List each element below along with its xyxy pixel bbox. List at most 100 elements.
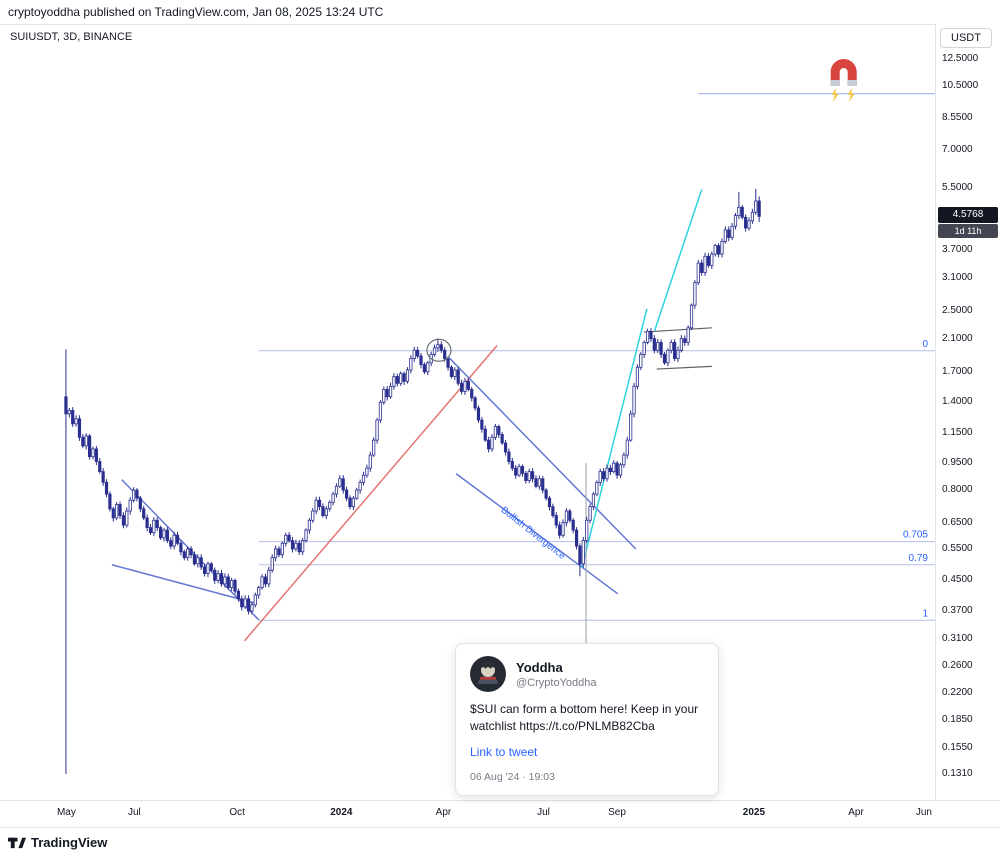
candle [216, 570, 220, 584]
candle [612, 460, 616, 474]
tweet-timestamp: 06 Aug '24 · 19:03 [470, 770, 555, 783]
candle [240, 595, 244, 611]
candle [131, 487, 136, 503]
candle [88, 434, 92, 460]
candle [750, 208, 754, 224]
candle [476, 405, 481, 423]
price-label: 0.3100 [942, 632, 973, 644]
candle [328, 500, 332, 512]
current-price-badge: 4.5768 [938, 207, 998, 224]
candle [422, 362, 426, 375]
candle [230, 578, 234, 591]
candle [388, 382, 393, 399]
candle [737, 191, 741, 220]
tradingview-mark-icon [8, 837, 26, 849]
trendline-cyan-support-2 [653, 189, 703, 331]
candle [500, 432, 504, 445]
candle [267, 566, 271, 588]
candle [574, 527, 579, 550]
lightning-icon [831, 88, 839, 102]
candle [77, 415, 82, 441]
bar-countdown-badge: 1d 11h [938, 224, 998, 239]
candle [669, 339, 673, 354]
candle [656, 338, 660, 353]
candle [179, 540, 183, 556]
chart-canvas[interactable]: 0 0.705 0.79 1 Bullish Divergence [0, 24, 935, 800]
candle [585, 516, 589, 544]
candle [280, 541, 284, 558]
candle [273, 545, 278, 562]
candle [615, 460, 619, 479]
candle [368, 451, 372, 472]
tweet-avatar [470, 656, 506, 692]
candle [608, 464, 612, 476]
candle [727, 226, 731, 242]
candle [649, 328, 653, 343]
candle [412, 346, 416, 362]
candle [392, 373, 396, 390]
tweet-author-name: Yoddha [516, 659, 563, 675]
tradingview-logo[interactable]: TradingView [8, 834, 107, 850]
candle [304, 528, 308, 543]
time-label: Oct [229, 807, 245, 818]
candle [351, 496, 355, 511]
time-axis[interactable]: May Jul Oct 2024 Apr Jul Sep 2025 Apr Jun [0, 800, 1000, 828]
candle [138, 495, 142, 513]
candle [202, 564, 207, 577]
candle [162, 527, 166, 542]
candle [372, 437, 376, 458]
candle [409, 355, 413, 374]
tweet-link[interactable]: Link to tweet [470, 744, 538, 759]
trendline-channel-lower [455, 473, 619, 595]
candle [432, 344, 437, 357]
candle [277, 546, 281, 558]
price-label: 0.6500 [942, 516, 973, 528]
candle [629, 410, 633, 442]
tradingview-wordmark: TradingView [31, 834, 108, 850]
chart-frame [0, 24, 1000, 828]
price-axis[interactable]: USDT 4.5768 1d 11h 12.5000 10.5000 8.5500 7… [935, 24, 1000, 800]
candle [405, 367, 410, 384]
price-label: 1.4000 [942, 396, 973, 408]
candle [284, 532, 288, 547]
candle [321, 503, 325, 518]
candle [287, 532, 291, 543]
candle [192, 551, 197, 566]
candle [497, 424, 501, 439]
price-label: 0.3700 [942, 605, 973, 617]
time-label: Jul [127, 807, 141, 818]
candle [605, 464, 609, 482]
candle [436, 338, 440, 352]
candle [439, 341, 443, 353]
candle [206, 561, 210, 578]
price-label: 0.5500 [942, 542, 973, 554]
candle [67, 407, 71, 418]
candle [290, 537, 295, 553]
candle [754, 189, 758, 215]
price-label: 3.1000 [942, 271, 973, 283]
candle [361, 471, 366, 486]
time-label: Apr [848, 807, 864, 818]
candle [94, 445, 98, 466]
candle [172, 531, 176, 550]
candle [679, 335, 683, 353]
trendline-box-upper [643, 327, 712, 333]
price-label: 0.1310 [942, 768, 973, 779]
symbol-legend: SUIUSDT, 3D, BINANCE [10, 31, 133, 43]
tweet-card: Yoddha @CryptoYoddha $SUI can form a bot… [455, 643, 719, 796]
candle [311, 507, 315, 523]
candle [744, 214, 748, 232]
candle [554, 512, 558, 529]
candle [747, 217, 751, 231]
candle [527, 468, 531, 484]
candle [159, 525, 163, 540]
candle [595, 480, 599, 497]
candle [568, 508, 572, 523]
fib-label-0: 0 [922, 339, 928, 350]
candle [689, 303, 694, 331]
price-label: 2.1000 [942, 332, 973, 344]
candle [378, 400, 383, 424]
currency-button[interactable]: USDT [940, 28, 992, 48]
candle [578, 543, 582, 577]
candle [348, 495, 352, 510]
